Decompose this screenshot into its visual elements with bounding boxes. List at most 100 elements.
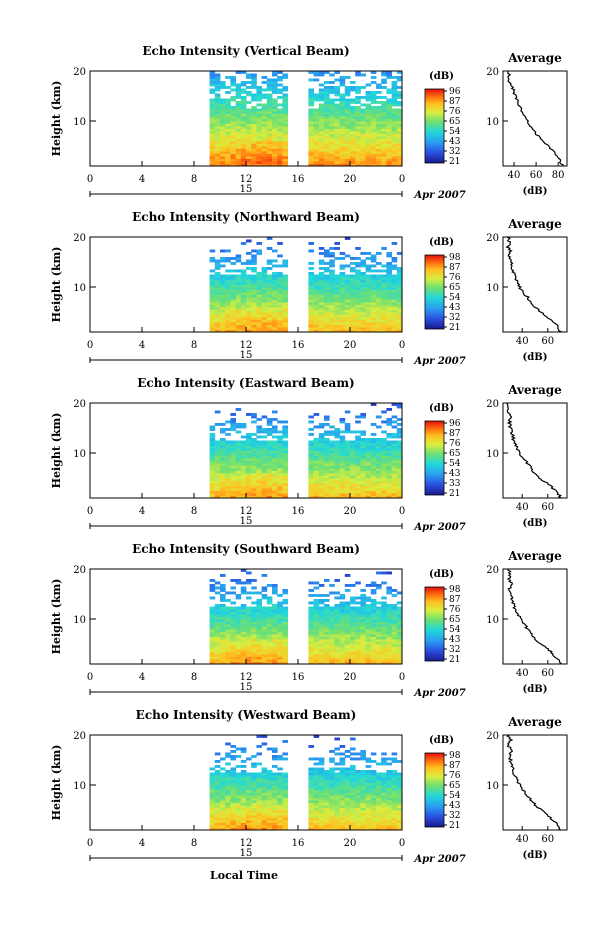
heatmap-cell <box>272 312 278 315</box>
heatmap-cell <box>277 478 283 481</box>
heatmap-cell <box>339 757 346 761</box>
heatmap-cell <box>376 644 382 647</box>
heatmap-cell <box>381 282 387 285</box>
heatmap-cell <box>396 661 403 665</box>
heatmap-cell <box>308 757 314 761</box>
heatmap-cell <box>209 463 216 466</box>
heatmap-cell <box>324 800 330 803</box>
heatmap-cell <box>313 654 320 657</box>
heatmap-cell <box>220 460 226 464</box>
heatmap-cell <box>240 450 247 454</box>
heatmap-cell <box>318 284 325 288</box>
heatmap-cell <box>277 453 283 456</box>
heatmap-cell <box>365 304 372 308</box>
heatmap-cell <box>386 282 392 285</box>
heatmap-cell <box>344 641 351 645</box>
heatmap-cell <box>282 98 288 102</box>
heatmap-cell <box>318 297 325 300</box>
heatmap-cell <box>386 435 392 439</box>
heatmap-cell <box>396 463 403 466</box>
heatmap-cell <box>391 116 398 119</box>
heatmap-cell <box>376 777 382 781</box>
heatmap-cell <box>365 96 372 99</box>
heatmap-cell <box>324 797 330 801</box>
heatmap-cell <box>251 619 257 622</box>
heatmap-cell <box>386 118 392 122</box>
y-tick-label: 10 <box>73 449 86 460</box>
heatmap-cell <box>261 269 268 273</box>
heatmap-cell <box>365 252 372 255</box>
heatmap-cell <box>391 101 398 104</box>
heatmap-cell <box>230 624 236 627</box>
heatmap-cell <box>355 96 361 99</box>
heatmap-cell <box>350 133 356 137</box>
heatmap-cell <box>381 116 387 119</box>
heatmap-cell <box>261 488 268 491</box>
heatmap-cell <box>225 473 231 476</box>
heatmap-cell <box>261 81 268 84</box>
heatmap-cell <box>209 589 216 592</box>
heatmap-cell <box>334 287 340 290</box>
heatmap-cell <box>220 430 226 434</box>
heatmap-cell <box>266 83 273 87</box>
heatmap-cell <box>396 319 403 323</box>
heatmap-cell <box>355 126 361 129</box>
heatmap-cell <box>313 782 320 786</box>
heatmap-cell <box>329 156 335 159</box>
heatmap-cell <box>370 438 377 441</box>
heatmap-cell <box>209 458 216 461</box>
heatmap-cell <box>339 780 346 783</box>
heatmap-cell <box>396 148 403 152</box>
heatmap-cell <box>318 98 325 102</box>
heatmap-cell <box>396 797 403 801</box>
heatmap-cell <box>339 156 346 159</box>
heatmap-cell <box>386 269 392 273</box>
heatmap-cell <box>386 475 392 479</box>
heatmap-cell <box>329 309 335 313</box>
heatmap-cell <box>386 812 392 816</box>
heatmap-cell <box>230 757 236 761</box>
heatmap-cell <box>313 136 320 139</box>
heatmap-cell <box>339 820 346 823</box>
heatmap-cell <box>360 606 366 610</box>
heatmap-cell <box>344 309 351 313</box>
heatmap-cell <box>381 133 387 137</box>
heatmap-cell <box>360 619 366 622</box>
heatmap-cell <box>329 485 335 489</box>
heatmap-cell <box>251 314 257 318</box>
heatmap-cell <box>350 810 356 813</box>
heatmap-cell <box>381 143 387 147</box>
heatmap-cell <box>360 463 366 466</box>
heatmap-cell <box>386 146 392 149</box>
heatmap-cell <box>355 488 361 491</box>
heatmap-cell <box>355 111 361 114</box>
heatmap-cell <box>277 601 283 605</box>
heatmap-cell <box>318 584 325 587</box>
heatmap-cell <box>308 470 314 474</box>
heatmap-cell <box>381 324 387 328</box>
heatmap-cell <box>240 163 247 167</box>
heatmap-cell <box>277 91 283 94</box>
heatmap-cell <box>339 138 346 142</box>
heatmap-cell <box>225 309 231 313</box>
heatmap-cell <box>344 440 351 444</box>
heatmap-cell <box>246 478 252 481</box>
heatmap-cell <box>386 123 392 127</box>
heatmap-cell <box>277 619 283 622</box>
heatmap-cell <box>324 817 330 821</box>
heatmap-cell <box>230 636 236 640</box>
heatmap-cell <box>381 136 387 139</box>
heatmap-cell <box>256 782 262 786</box>
heatmap-cell <box>324 423 330 426</box>
heatmap-cell <box>256 772 262 776</box>
heatmap-cell <box>235 93 242 97</box>
heatmap-cell <box>240 242 247 245</box>
heatmap-cell <box>261 465 268 469</box>
heatmap-cell <box>272 138 278 142</box>
heatmap-cell <box>214 470 221 474</box>
profile-frame <box>502 402 568 499</box>
heatmap-cell <box>360 604 366 607</box>
heatmap-cell <box>266 629 273 632</box>
heatmap-cell <box>370 599 377 602</box>
